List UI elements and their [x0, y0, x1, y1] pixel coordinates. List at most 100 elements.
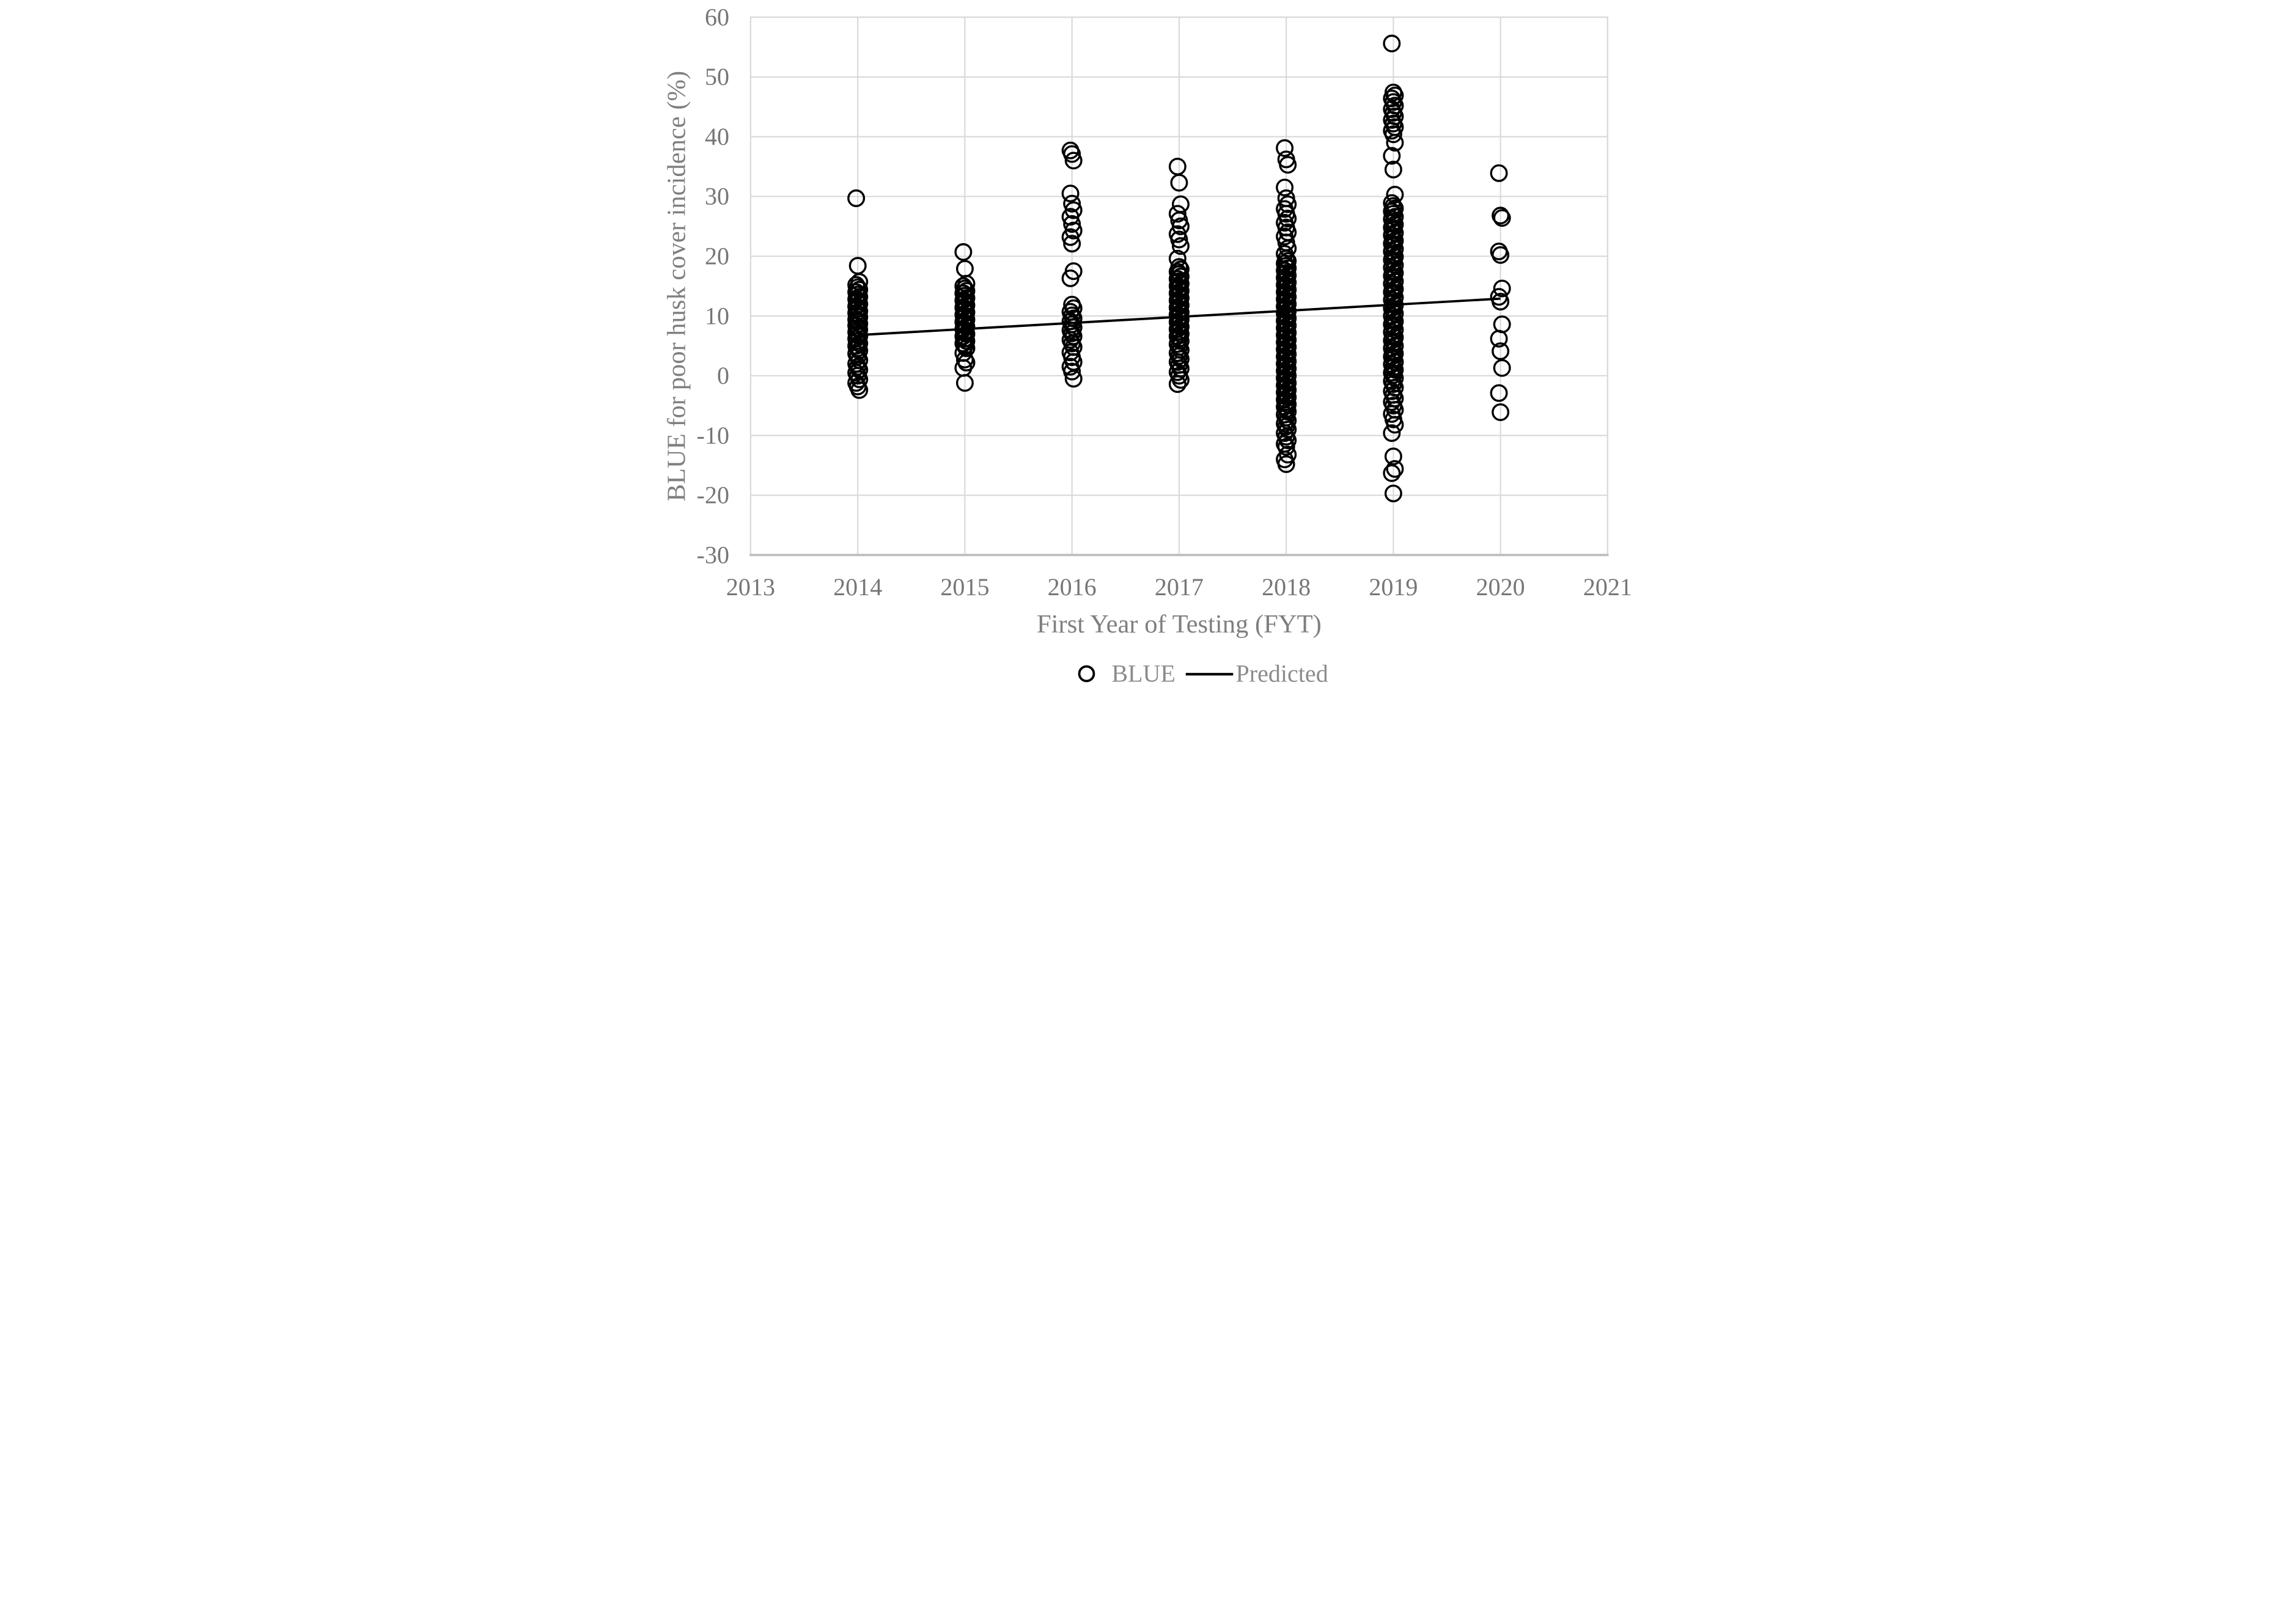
- data-point: [1061, 185, 1080, 203]
- x-tick-label: 2019: [1369, 573, 1418, 601]
- data-point: [850, 370, 869, 389]
- y-tick-label: 40: [705, 123, 729, 150]
- legend-label-predicted: Predicted: [1236, 660, 1328, 688]
- data-point: [1276, 178, 1294, 197]
- data-point: [1492, 403, 1510, 421]
- data-point: [1061, 208, 1080, 226]
- data-point: [1168, 375, 1187, 394]
- data-point: [1490, 329, 1508, 348]
- data-point: [1063, 145, 1081, 163]
- data-point: [1064, 370, 1083, 388]
- data-point: [1383, 464, 1401, 482]
- data-point: [1276, 333, 1294, 351]
- y-axis-title: BLUE for poor husk cover incidence (%): [663, 71, 691, 502]
- x-tick-label: 2017: [1155, 573, 1204, 601]
- data-point: [850, 381, 869, 399]
- data-point: [847, 189, 866, 207]
- data-point: [1064, 152, 1083, 170]
- data-point: [1168, 313, 1187, 331]
- x-tick-label: 2013: [726, 573, 775, 601]
- data-point: [1276, 348, 1294, 366]
- data-point: [954, 298, 973, 317]
- trend-line: [858, 297, 1501, 337]
- data-point: [1276, 398, 1294, 416]
- data-point: [1276, 304, 1294, 323]
- data-point: [954, 292, 973, 310]
- data-point: [1276, 262, 1294, 280]
- data-point: [1276, 362, 1294, 380]
- x-tick-label: 2021: [1583, 573, 1632, 601]
- data-point: [957, 339, 976, 358]
- data-point: [954, 306, 973, 324]
- data-point: [1276, 268, 1294, 287]
- y-tick-label: 20: [705, 242, 729, 270]
- data-point: [954, 284, 973, 302]
- data-point: [1386, 416, 1404, 434]
- data-point: [1168, 292, 1187, 310]
- data-point: [847, 276, 866, 294]
- data-point: [1063, 362, 1081, 381]
- y-tick-label: -10: [697, 422, 729, 449]
- data-point: [1277, 438, 1295, 456]
- data-point: [1168, 327, 1187, 345]
- legend-marker-circle-icon: [1078, 665, 1095, 683]
- data-point: [1492, 293, 1510, 311]
- data-point: [1279, 156, 1297, 174]
- data-point: [1276, 376, 1294, 394]
- data-point: [1493, 279, 1511, 298]
- data-point: [1276, 354, 1294, 373]
- x-tick-label: 2018: [1262, 573, 1311, 601]
- data-point: [955, 374, 974, 392]
- data-point: [1276, 254, 1294, 273]
- data-point: [1384, 125, 1402, 144]
- data-point: [1171, 217, 1190, 235]
- x-tick-label: 2014: [833, 573, 882, 601]
- data-point: [1276, 319, 1294, 337]
- data-point: [1276, 290, 1294, 309]
- data-point: [1490, 164, 1508, 182]
- data-point: [1171, 371, 1190, 389]
- data-point: [1276, 283, 1294, 301]
- data-point: [1493, 359, 1511, 377]
- data-point: [1170, 174, 1188, 192]
- x-tick-label: 2015: [940, 573, 989, 601]
- data-point: [955, 337, 974, 355]
- data-point: [1061, 269, 1080, 287]
- data-point: [1170, 230, 1188, 249]
- data-point: [1064, 327, 1083, 345]
- data-point: [1279, 446, 1297, 464]
- data-point: [1384, 160, 1402, 178]
- data-point: [1276, 383, 1294, 402]
- data-point: [1383, 34, 1401, 53]
- data-point: [1171, 195, 1190, 213]
- data-point: [1168, 306, 1187, 324]
- data-point: [954, 243, 973, 261]
- data-point: [1384, 447, 1402, 466]
- data-point: [1493, 209, 1511, 227]
- data-point: [954, 277, 973, 295]
- y-tick-label: -30: [697, 541, 729, 568]
- y-tick-label: 10: [705, 302, 729, 329]
- legend-label-blue: BLUE: [1111, 660, 1176, 688]
- data-point: [1490, 384, 1508, 402]
- data-point: [1063, 215, 1081, 233]
- data-point: [1168, 205, 1187, 223]
- data-point: [1386, 460, 1404, 478]
- data-point: [1279, 210, 1297, 228]
- y-tick-label: 50: [705, 63, 729, 90]
- data-point: [1492, 342, 1510, 361]
- data-point: [1383, 147, 1401, 165]
- x-tick-label: 2016: [1048, 573, 1097, 601]
- data-point: [1063, 235, 1081, 253]
- data-point: [1279, 431, 1297, 449]
- y-tick-label: -20: [697, 482, 729, 509]
- data-point: [1168, 263, 1187, 281]
- data-point: [1276, 297, 1294, 315]
- x-axis-title: First Year of Testing (FYT): [1037, 610, 1322, 639]
- data-point: [1171, 237, 1190, 255]
- data-point: [1277, 455, 1295, 474]
- data-point: [1276, 326, 1294, 344]
- data-point: [1386, 186, 1404, 204]
- data-point: [1276, 369, 1294, 387]
- data-point: [1168, 298, 1187, 317]
